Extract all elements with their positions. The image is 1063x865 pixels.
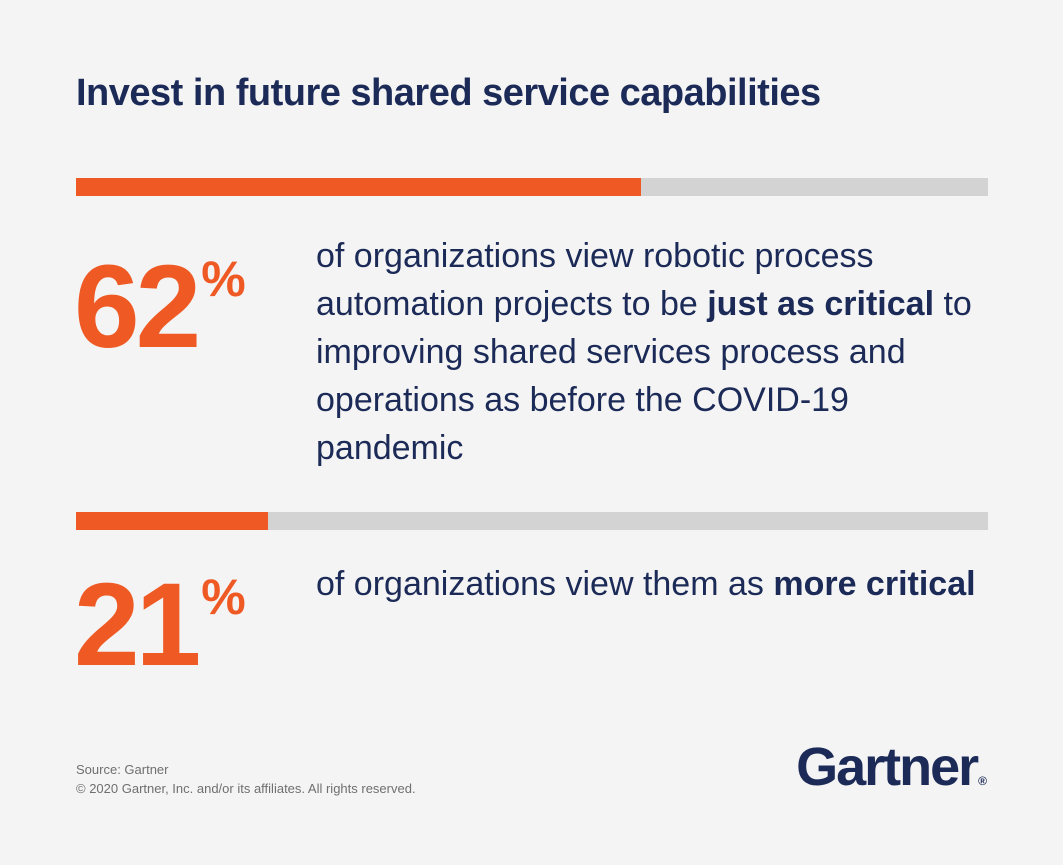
stat-value-1: 62% [74, 248, 246, 366]
stat-number-1: 62 [74, 241, 201, 373]
stat-value-2: 21% [74, 566, 246, 684]
stat-number-2: 21 [74, 559, 201, 691]
stat-text-1: of organizations view robotic process au… [316, 237, 874, 323]
stat-text-2: of organizations view them as [316, 565, 774, 603]
percent-symbol-1: % [201, 251, 246, 307]
stat-emphasis-1: just as critical [707, 285, 935, 323]
stat-text-1-end: to improving shared services process and… [316, 285, 972, 467]
logo-text: Gartner [796, 737, 979, 797]
stat-description-1: of organizations view robotic process au… [316, 232, 976, 472]
registered-mark: ® [978, 774, 987, 788]
source-note: Source: Gartner [76, 762, 169, 777]
percent-symbol-2: % [201, 569, 246, 625]
stat-bar-track-2 [76, 512, 988, 530]
stat-description-2: of organizations view them as more criti… [316, 560, 976, 608]
page-title: Invest in future shared service capabili… [76, 72, 821, 114]
stat-bar-track-1 [76, 178, 988, 196]
stat-bar-fill-2 [76, 512, 268, 530]
copyright-note: © 2020 Gartner, Inc. and/or its affiliat… [76, 781, 416, 796]
footer: Source: Gartner © 2020 Gartner, Inc. and… [76, 760, 416, 798]
stat-bar-fill-1 [76, 178, 642, 196]
stat-emphasis-2: more critical [773, 565, 976, 603]
gartner-logo: Gartner® [796, 736, 987, 798]
